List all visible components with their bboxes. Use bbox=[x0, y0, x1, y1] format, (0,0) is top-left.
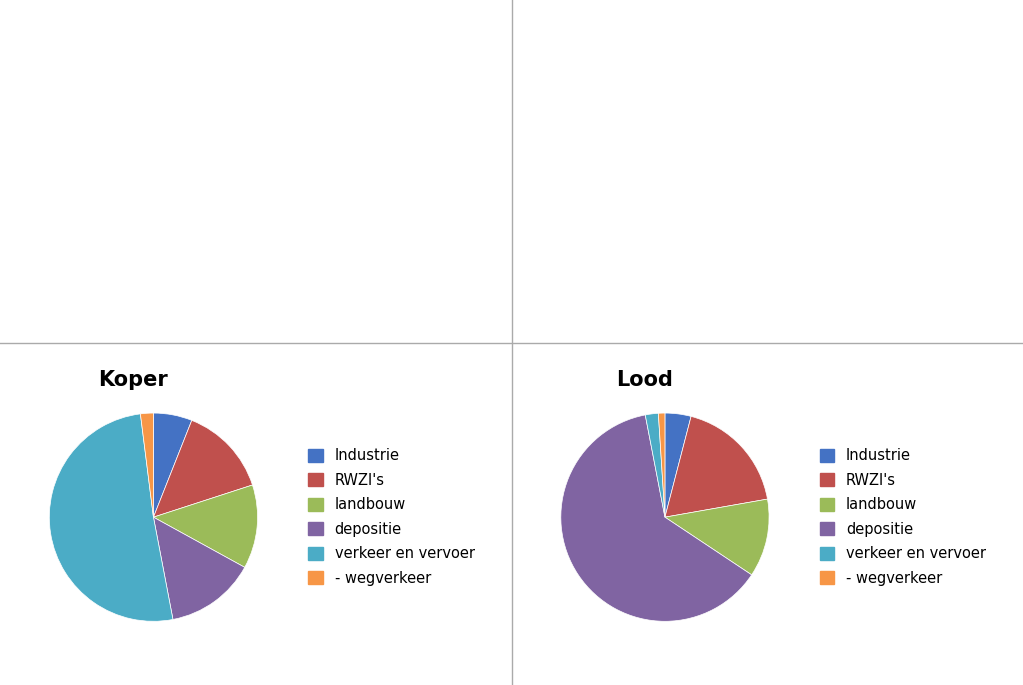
Wedge shape bbox=[153, 485, 258, 567]
Wedge shape bbox=[646, 413, 665, 517]
Wedge shape bbox=[153, 517, 244, 619]
Wedge shape bbox=[665, 416, 767, 517]
Text: Koper: Koper bbox=[98, 370, 168, 390]
Text: Lood: Lood bbox=[616, 370, 673, 390]
Wedge shape bbox=[561, 415, 752, 621]
Wedge shape bbox=[659, 413, 665, 517]
Wedge shape bbox=[665, 499, 769, 575]
Wedge shape bbox=[665, 413, 692, 517]
Wedge shape bbox=[153, 421, 253, 517]
Wedge shape bbox=[153, 413, 191, 517]
Legend: Industrie, RWZI's, landbouw, depositie, verkeer en vervoer, - wegverkeer: Industrie, RWZI's, landbouw, depositie, … bbox=[304, 444, 479, 590]
Legend: Industrie, RWZI's, landbouw, depositie, verkeer en vervoer, - wegverkeer: Industrie, RWZI's, landbouw, depositie, … bbox=[815, 444, 990, 590]
Wedge shape bbox=[49, 414, 173, 621]
Wedge shape bbox=[140, 413, 153, 517]
